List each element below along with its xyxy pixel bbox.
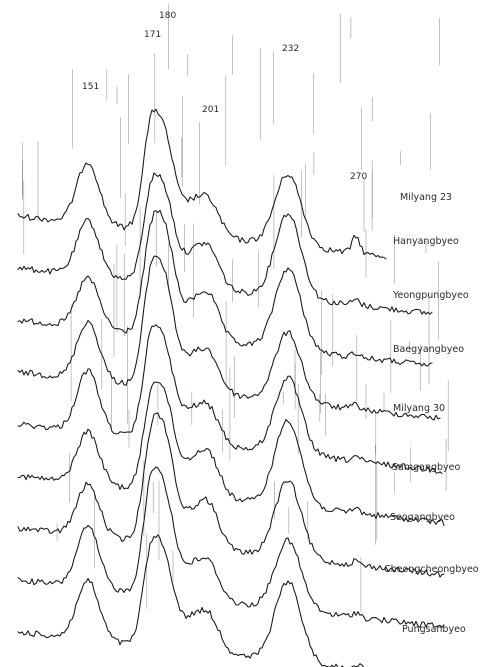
- series-label-2: Hanyangbyeo: [393, 236, 459, 247]
- trace-4: [17, 255, 441, 421]
- series-label-8: Cheongcheongbyeo: [384, 564, 479, 575]
- peak-label-270: 270: [350, 172, 367, 182]
- peak-label-151: 151: [82, 82, 99, 92]
- trace-9: [17, 534, 365, 667]
- trace-5: [17, 324, 443, 475]
- peak-label-232: 232: [282, 44, 299, 54]
- trace-8: [17, 466, 445, 628]
- series-label-7: Seogangbyeo: [390, 512, 455, 523]
- densitometer-traces: [17, 108, 445, 667]
- peak-labels: 151 171 180 201 232 270: [82, 11, 367, 182]
- series-label-6: Samgangbyeo: [392, 462, 461, 473]
- trace-7: [17, 412, 445, 578]
- series-label-4: Baegyangbyeo: [393, 344, 464, 355]
- trace-2: [17, 172, 433, 315]
- series-label-3: Yeongpungbyeo: [392, 290, 469, 301]
- trace-3: [17, 209, 433, 367]
- peak-label-171: 171: [144, 30, 161, 40]
- series-label-1: Milyang 23: [400, 192, 452, 203]
- peak-label-201: 201: [202, 105, 219, 115]
- trace-1: [17, 108, 387, 260]
- series-labels: Milyang 23 Hanyangbyeo Yeongpungbyeo Baegya…: [384, 192, 479, 635]
- vertical-scan-lines: [22, 4, 449, 612]
- series-label-9: Pungsanbyeo: [402, 624, 466, 635]
- series-label-5: Milyang 30: [393, 403, 445, 414]
- trace-6: [17, 381, 445, 526]
- peak-label-180: 180: [159, 11, 176, 21]
